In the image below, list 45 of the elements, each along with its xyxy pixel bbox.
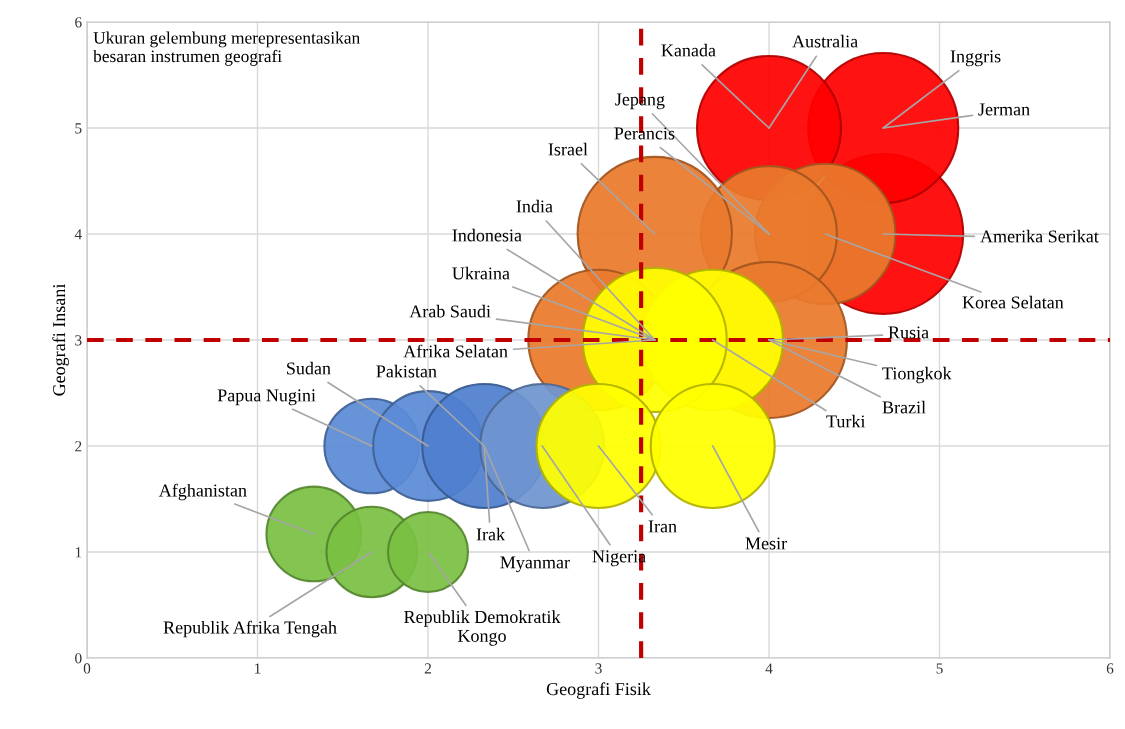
- annotation: Jepang: [615, 93, 665, 110]
- annotation: Inggris: [950, 50, 1001, 67]
- y-axis-title: Geografi Insani: [52, 283, 69, 396]
- annotation: Perancis: [614, 127, 675, 140]
- annotation: Australia: [792, 34, 858, 48]
- y-tick-label: 3: [75, 335, 82, 346]
- annotation: Rusia: [888, 326, 929, 339]
- x-tick-label: 0: [83, 663, 91, 674]
- annotation: Afrika Selatan: [403, 344, 508, 358]
- annotation: Mesir: [745, 537, 787, 550]
- annotation: Kanada: [661, 43, 716, 57]
- annotation: Jerman: [978, 103, 1030, 116]
- annotation: India: [516, 199, 553, 213]
- annotation: Ukraina: [452, 266, 510, 280]
- annotation: Tiongkok: [882, 366, 952, 384]
- y-tick-label: 4: [74, 229, 82, 240]
- annotation: Brazil: [882, 400, 926, 414]
- x-tick-label: 2: [424, 663, 431, 674]
- annotation: Republik Demokratik Kongo: [404, 610, 561, 646]
- annotation: Ukuran gelembung merepresentasikan besaran instrumen geografi: [93, 31, 360, 66]
- annotation: Myanmar: [500, 556, 570, 573]
- annotation: Papua Nugini: [217, 389, 316, 406]
- annotation: Irak: [476, 527, 506, 541]
- x-tick-label: 1: [255, 663, 261, 674]
- x-tick-label: 6: [1106, 663, 1114, 674]
- annotation: Afghanistan: [158, 483, 247, 501]
- annotation: Indonesia: [452, 228, 522, 242]
- annotation: Republik Afrika Tengah: [163, 620, 337, 638]
- annotation: Turki: [826, 414, 866, 428]
- y-tick-label: 5: [75, 123, 82, 134]
- x-axis-title: Geografi Fisik: [546, 682, 651, 699]
- annotation: Amerika Serikat: [980, 229, 1099, 243]
- y-tick-label: 0: [75, 653, 82, 664]
- y-tick-label: 2: [75, 441, 82, 452]
- annotation: Iran: [648, 520, 677, 533]
- y-tick-label: 6: [75, 17, 82, 28]
- annotation: Israel: [548, 142, 588, 156]
- annotation: Sudan: [287, 361, 331, 375]
- x-tick-label: 5: [936, 663, 943, 674]
- annotation: Korea Selatan: [962, 295, 1064, 309]
- annotation: Arab Saudi: [409, 304, 491, 318]
- annotation: Pakistan: [376, 364, 437, 378]
- x-tick-label: 3: [595, 663, 602, 674]
- y-tick-label: 1: [75, 547, 82, 558]
- x-tick-label: 4: [765, 663, 773, 674]
